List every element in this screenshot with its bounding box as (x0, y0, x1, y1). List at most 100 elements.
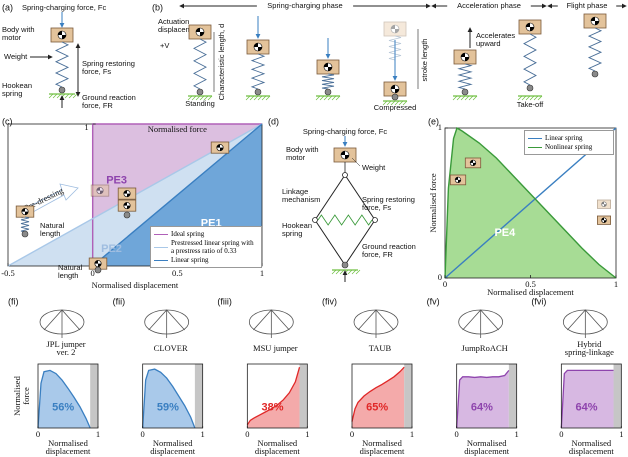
robot (597, 215, 612, 225)
label: CLOVER (154, 343, 188, 353)
label: (c) (2, 116, 13, 126)
label: Normalised displacement (487, 287, 574, 297)
line (331, 95, 337, 101)
label: Normalised force (428, 173, 438, 232)
label: spring (2, 89, 22, 98)
line (355, 269, 361, 275)
label: Flight phase (567, 1, 608, 10)
label: Hookean (2, 81, 32, 90)
robot (464, 157, 482, 169)
label: Normalised (48, 438, 88, 448)
icon-part (567, 309, 604, 338)
label: Spring restoring (82, 59, 135, 68)
label: 0 (91, 268, 95, 278)
label: 1 (410, 429, 414, 439)
stroke-limit (299, 364, 308, 428)
line (195, 95, 201, 101)
cg-marker (21, 208, 29, 215)
line (56, 93, 62, 99)
robot (117, 199, 137, 212)
label: 0 (245, 429, 249, 439)
line (187, 95, 193, 101)
label: (fiii) (217, 296, 232, 306)
label: 59% (157, 401, 179, 413)
series-line (560, 369, 614, 429)
line (191, 95, 197, 101)
robot (597, 199, 612, 209)
label: -0.5 (1, 268, 14, 278)
stroke-limit (90, 364, 98, 428)
label: 64% (576, 401, 598, 413)
legend-swatch (528, 137, 542, 139)
line (521, 95, 527, 101)
robot (210, 141, 230, 154)
label: Normalised force (148, 124, 207, 134)
spring (193, 38, 207, 90)
label: (fvi) (531, 296, 546, 306)
label: 0 (438, 272, 442, 282)
stroke-limit (613, 364, 622, 428)
line (203, 95, 209, 101)
icon-part (43, 309, 81, 338)
line (537, 95, 543, 101)
label: Standing (185, 99, 215, 108)
line (533, 95, 539, 101)
robot (449, 174, 467, 186)
cg-marker (391, 85, 399, 93)
plot-frame (246, 363, 308, 429)
label: Spring restoring (362, 195, 415, 204)
robot-icon (248, 309, 294, 338)
label: mechanism (282, 195, 320, 204)
label: 1 (260, 268, 264, 278)
label: Spring-charging force, Fc (303, 127, 387, 136)
line (335, 95, 341, 101)
label: Actuation (158, 17, 189, 26)
line (314, 219, 346, 266)
label: spring-linkage (565, 347, 614, 357)
series-line (92, 123, 263, 267)
label: Weight (4, 52, 28, 61)
line (344, 219, 376, 266)
joint (342, 172, 348, 178)
label: (b) (152, 2, 163, 12)
label: 1 (438, 122, 442, 132)
label: (fii) (113, 296, 126, 306)
legend-swatch (154, 246, 168, 248)
area-fill (247, 367, 300, 428)
label: displacement (150, 446, 195, 456)
line (344, 174, 376, 221)
label: upward (476, 39, 501, 48)
foot (391, 93, 399, 101)
spring (523, 33, 537, 86)
legend-label: Nonlinear spring (545, 143, 593, 151)
label: Body with (2, 25, 35, 34)
cg-marker (391, 25, 399, 33)
spring (250, 53, 266, 90)
stroke-limit (194, 364, 203, 428)
label: length (40, 229, 60, 238)
cg-marker (254, 43, 262, 51)
label: (fi) (8, 296, 19, 306)
label: 38% (262, 401, 284, 413)
label: Acceleration phase (457, 1, 521, 10)
label: 1 (619, 429, 623, 439)
label: PE3 (106, 175, 127, 187)
cg-marker (601, 217, 607, 223)
cg-marker (94, 260, 102, 267)
robot (90, 184, 110, 197)
plot-frame (456, 363, 518, 429)
label: JumpRoACH (462, 343, 508, 353)
legend-entry: Ideal spring (154, 230, 258, 238)
robot-icon (353, 309, 399, 338)
stroke-limit (508, 364, 517, 428)
label: stroke length (420, 39, 429, 82)
label: 0 (350, 429, 354, 439)
icon-part (357, 309, 395, 338)
line (386, 100, 392, 106)
label: displacement (255, 446, 300, 456)
line (335, 269, 341, 275)
label: displacement (46, 446, 91, 456)
label: TAUB (369, 343, 392, 353)
label: Normalised (153, 438, 193, 448)
label: 1 (201, 429, 205, 439)
